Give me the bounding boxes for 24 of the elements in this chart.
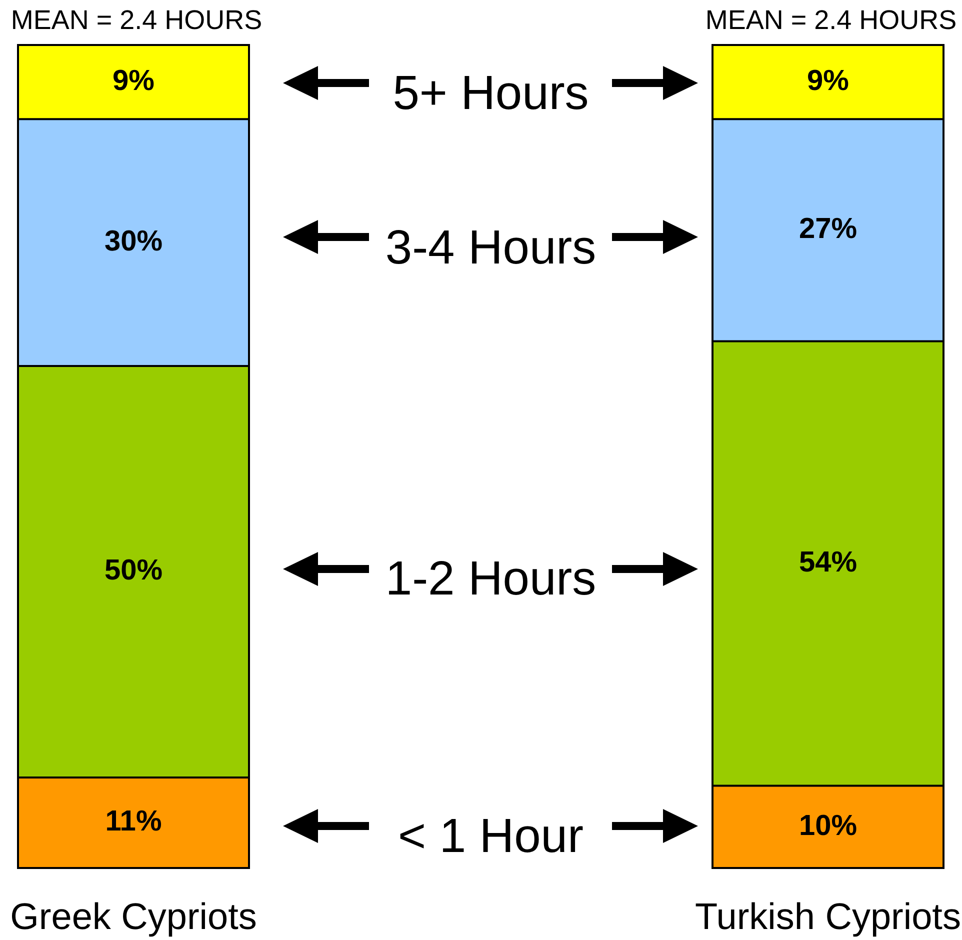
data-label: 50% (104, 554, 163, 587)
bar (712, 341, 944, 786)
data-label: 10% (798, 810, 858, 842)
data-label: 11% (105, 806, 162, 838)
data-label: 9% (112, 65, 155, 98)
text: MEAN = 2.4 HOURS (705, 5, 957, 35)
text: < 1 Hour (398, 810, 584, 863)
bar (18, 119, 249, 366)
x-tick-label: Turkish Cypriots (695, 896, 961, 938)
bar (18, 45, 249, 120)
bar (18, 366, 249, 778)
text: 5+ Hours (392, 67, 589, 120)
bar (712, 119, 944, 342)
bar (18, 777, 249, 868)
x-tick-label: Greek Cypriots (10, 896, 257, 938)
data-label: 27% (798, 213, 858, 246)
text: 3-4 Hours (385, 221, 596, 274)
text: 1-2 Hours (385, 552, 596, 606)
text: MEAN = 2.4 HOURS (10, 5, 262, 35)
data-label: 54% (798, 546, 858, 578)
data-label: 30% (104, 226, 163, 258)
data-label: 9% (807, 65, 850, 98)
bar (712, 786, 944, 868)
bar (712, 45, 944, 120)
